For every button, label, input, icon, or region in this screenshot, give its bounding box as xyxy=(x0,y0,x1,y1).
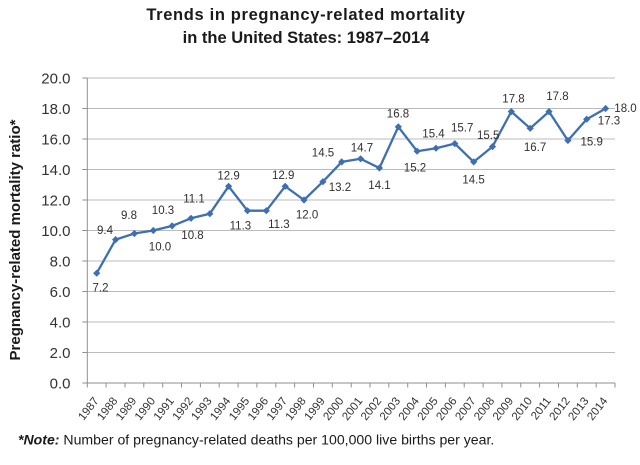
svg-text:16.7: 16.7 xyxy=(524,142,546,154)
svg-text:15.4: 15.4 xyxy=(422,128,445,140)
svg-text:10.0: 10.0 xyxy=(41,223,70,240)
svg-text:Pregnancy-related mortality ra: Pregnancy-related mortality ratio* xyxy=(7,119,24,360)
svg-text:16.8: 16.8 xyxy=(387,109,409,121)
svg-text:11.3: 11.3 xyxy=(230,221,252,233)
svg-text:11.3: 11.3 xyxy=(268,219,290,231)
svg-text:0.0: 0.0 xyxy=(50,375,71,392)
svg-text:14.0: 14.0 xyxy=(41,162,70,179)
svg-text:12.0: 12.0 xyxy=(41,192,70,209)
svg-text:14.5: 14.5 xyxy=(462,174,484,186)
svg-text:17.3: 17.3 xyxy=(598,116,620,128)
svg-text:10.0: 10.0 xyxy=(149,241,171,253)
svg-text:15.5: 15.5 xyxy=(477,130,499,142)
svg-text:12.0: 12.0 xyxy=(296,210,318,222)
svg-text:17.8: 17.8 xyxy=(546,91,568,103)
svg-text:15.2: 15.2 xyxy=(404,163,426,175)
svg-text:*Note: Number of pregnancy-rel: *Note: Number of pregnancy-related death… xyxy=(18,432,494,448)
svg-text:18.0: 18.0 xyxy=(41,101,70,118)
svg-text:10.3: 10.3 xyxy=(152,205,174,217)
svg-text:11.1: 11.1 xyxy=(183,194,205,206)
svg-text:14.7: 14.7 xyxy=(351,142,373,154)
svg-text:15.9: 15.9 xyxy=(581,136,603,148)
svg-text:9.8: 9.8 xyxy=(121,210,137,222)
svg-text:in the United States: 1987–201: in the United States: 1987–2014 xyxy=(183,29,431,47)
svg-text:6.0: 6.0 xyxy=(50,284,71,301)
svg-text:18.0: 18.0 xyxy=(614,103,636,115)
svg-text:15.7: 15.7 xyxy=(451,122,473,134)
svg-text:12.9: 12.9 xyxy=(217,171,239,183)
svg-text:12.9: 12.9 xyxy=(272,170,294,182)
svg-text:10.8: 10.8 xyxy=(181,230,203,242)
svg-text:9.4: 9.4 xyxy=(97,225,114,237)
svg-text:20.0: 20.0 xyxy=(41,70,70,87)
svg-text:2.0: 2.0 xyxy=(50,345,71,362)
svg-text:4.0: 4.0 xyxy=(50,314,71,331)
svg-text:13.2: 13.2 xyxy=(329,182,351,194)
svg-text:8.0: 8.0 xyxy=(50,253,71,270)
svg-text:14.1: 14.1 xyxy=(368,180,390,192)
svg-text:7.2: 7.2 xyxy=(93,283,109,295)
svg-text:17.8: 17.8 xyxy=(502,93,524,105)
svg-text:14.5: 14.5 xyxy=(312,147,334,159)
svg-text:16.0: 16.0 xyxy=(41,131,70,148)
svg-text:Trends in pregnancy-related mo: Trends in pregnancy-related mortality xyxy=(146,6,465,24)
